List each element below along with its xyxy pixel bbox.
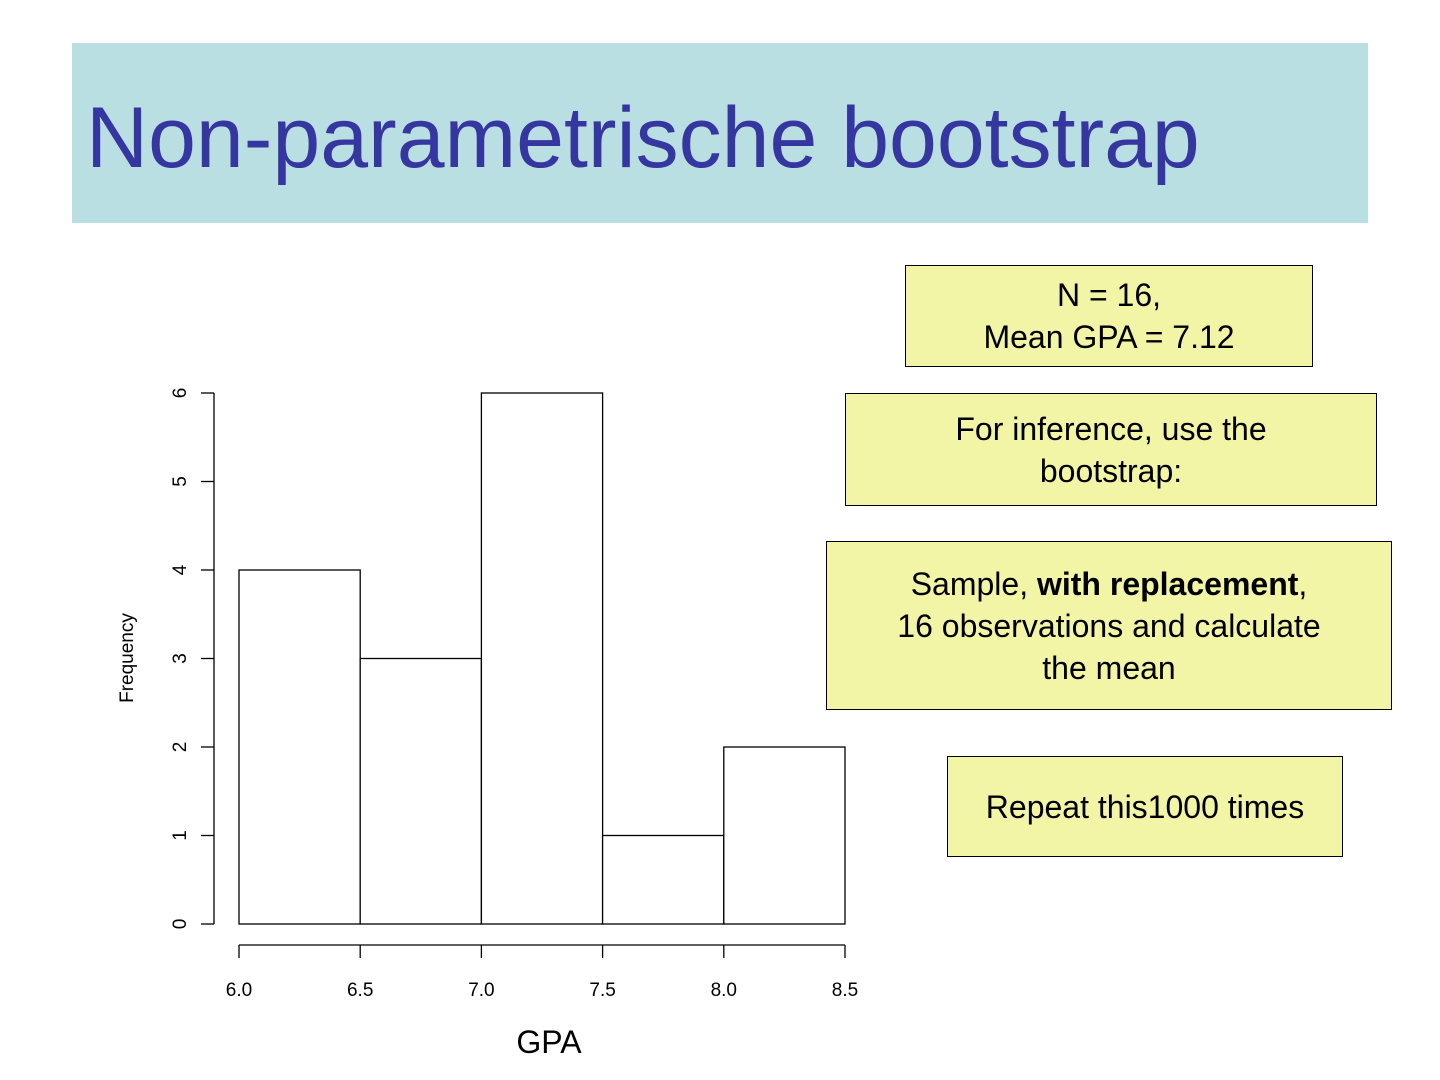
inference-box: For inference, use the bootstrap:	[845, 393, 1377, 506]
x-tick-label: 7.5	[589, 980, 615, 1001]
x-tick-label: 7.0	[468, 980, 494, 1001]
x-tick-label: 8.5	[832, 980, 858, 1001]
summary-box: N = 16, Mean GPA = 7.12	[905, 265, 1313, 367]
sample-post: ,	[1298, 565, 1308, 602]
y-tick-label: 2	[170, 742, 191, 753]
sample-line-2: 16 observations and calculate	[897, 607, 1321, 644]
slide-title: Non-parametrische bootstrap	[86, 90, 1200, 186]
y-tick-label: 0	[170, 919, 191, 930]
y-tick-label: 3	[170, 653, 191, 664]
sample-pre: Sample,	[910, 565, 1037, 602]
summary-line-n: N = 16,	[1056, 277, 1162, 313]
histogram-bar	[601, 834, 725, 925]
sample-line-1: Sample, with replacement,	[911, 563, 1308, 605]
y-tick-label: 5	[170, 476, 191, 487]
sample-box: Sample, with replacement, 16 observation…	[826, 541, 1392, 710]
repeat-box: Repeat this1000 times	[947, 756, 1343, 857]
x-tick-label: 6.0	[226, 980, 252, 1001]
x-tick-label: 8.0	[711, 980, 737, 1001]
summary-line-mean: Mean GPA = 7.12	[983, 319, 1235, 355]
histogram-bar	[238, 569, 361, 925]
y-tick-label: 6	[170, 388, 191, 399]
sample-bold: with replacement	[1036, 565, 1299, 602]
y-axis-title: Frequency	[117, 613, 138, 703]
inference-line-2: bootstrap:	[1039, 452, 1183, 489]
repeat-text: Repeat this1000 times	[985, 788, 1305, 825]
x-tick-label: 6.5	[347, 980, 373, 1001]
x-axis-title: GPA	[516, 1024, 582, 1060]
histogram-bar	[359, 657, 483, 925]
y-tick-label: 4	[170, 564, 191, 575]
title-bar: Non-parametrische bootstrap	[72, 43, 1368, 223]
histogram-bar	[723, 746, 846, 925]
y-tick-label: 1	[170, 830, 191, 841]
histogram-bar	[480, 392, 604, 925]
sample-line-3: the mean	[1042, 649, 1176, 686]
inference-line-1: For inference, use the	[955, 410, 1267, 447]
